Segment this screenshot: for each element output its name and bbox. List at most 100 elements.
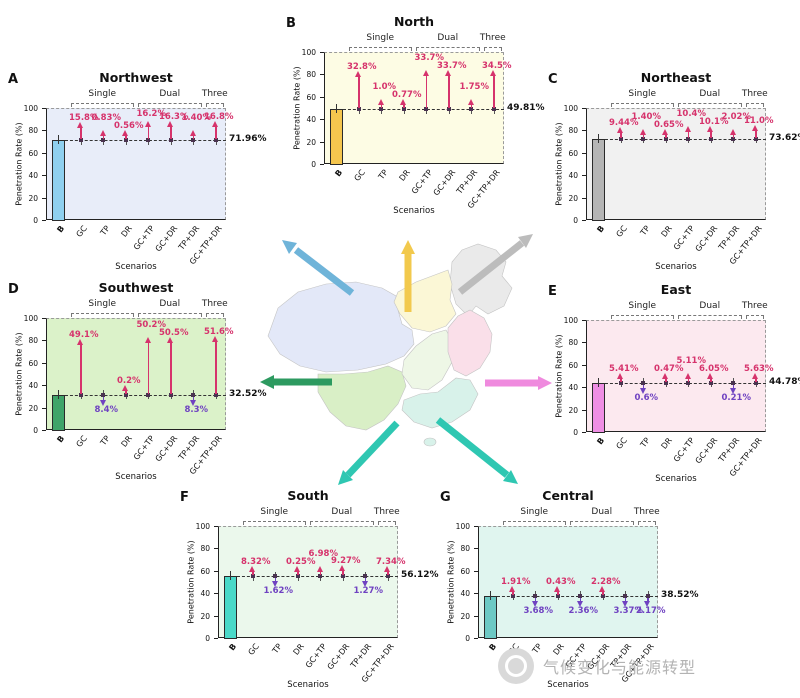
increase-arrowhead <box>684 372 691 379</box>
delta-label: 0.47% <box>654 363 684 374</box>
decrease-arrowhead <box>621 600 628 607</box>
marker-square <box>78 392 83 397</box>
panel-title: North <box>393 14 435 29</box>
increase-arrowhead <box>639 128 646 135</box>
y-tick-mark <box>582 197 586 199</box>
x-tick-label: GC <box>74 224 89 239</box>
increase-arrowhead <box>707 372 714 379</box>
marker-square <box>213 392 218 397</box>
y-tick-mark <box>474 638 478 639</box>
baseline-line <box>236 576 398 578</box>
marker-square <box>168 138 173 143</box>
baseline-line <box>604 382 766 384</box>
y-tick-mark <box>214 548 218 550</box>
delta-label: 5.11% <box>676 355 707 366</box>
scenario-group-label: Three <box>633 507 660 517</box>
marker-square <box>385 574 390 579</box>
increase-arrow <box>687 378 689 382</box>
decrease-arrow <box>192 396 194 401</box>
baseline-line <box>342 109 504 111</box>
y-tick-mark <box>582 152 586 154</box>
panel-title: Central <box>542 488 594 503</box>
scenario-group-label: Single <box>628 89 657 99</box>
increase-arrowhead <box>752 372 759 379</box>
increase-arrowhead <box>122 384 129 391</box>
y-tick-label: 0 <box>33 426 38 435</box>
baseline-bar <box>329 109 343 165</box>
y-tick-label: 0 <box>573 216 578 225</box>
y-tick-mark <box>214 638 218 639</box>
panel-title: East <box>660 282 692 297</box>
x-tick-label: GC+DR <box>153 224 179 254</box>
marker-square <box>555 593 560 598</box>
marker-square <box>731 380 736 385</box>
arrow-to-north <box>401 240 415 312</box>
bar-whisker <box>58 389 60 399</box>
marker-square <box>123 392 128 397</box>
scenario-group-line <box>70 103 134 107</box>
increase-arrow <box>125 136 127 140</box>
decrease-arrowhead <box>189 399 196 406</box>
y-tick-mark <box>582 432 586 433</box>
decrease-arrowhead <box>361 581 368 588</box>
x-tick-label: DR <box>397 168 412 183</box>
delta-label: 0.65% <box>654 119 684 130</box>
panel-title: Northeast <box>640 70 712 85</box>
marker-square <box>401 107 406 112</box>
marker-square <box>101 138 106 143</box>
x-tick-label: TP <box>638 224 652 238</box>
scenario-group-line <box>610 103 674 107</box>
scenario-group-line <box>416 47 480 51</box>
delta-label: 1.75% <box>459 82 490 93</box>
decrease-arrow <box>534 597 536 602</box>
increase-arrowhead <box>99 130 106 137</box>
delta-label: 50.2% <box>136 320 167 331</box>
delta-label: 50.5% <box>159 328 189 339</box>
increase-arrowhead <box>77 338 84 345</box>
scenario-group-line <box>745 315 764 319</box>
x-axis-label: Scenarios <box>393 206 435 216</box>
increase-arrowhead <box>554 585 561 592</box>
marker-square <box>446 107 451 112</box>
y-tick-mark <box>42 385 46 387</box>
marker-square <box>146 138 151 143</box>
y-tick-mark <box>42 407 46 409</box>
marker-square <box>273 574 278 579</box>
marker-square <box>641 136 646 141</box>
delta-label: 6.05% <box>699 363 729 374</box>
marker-square <box>101 392 106 397</box>
map-region-east <box>447 309 493 377</box>
scenario-group-bracket: Three <box>202 89 228 107</box>
delta-label: 51.6% <box>204 326 234 337</box>
x-axis-label: Scenarios <box>655 262 697 272</box>
decrease-arrowhead <box>531 600 538 607</box>
delta-label: 5.63% <box>744 363 774 374</box>
y-tick-label: 40 <box>200 589 210 599</box>
x-tick-label: GC <box>352 168 367 183</box>
marker-square <box>295 574 300 579</box>
marker-square <box>168 392 173 397</box>
y-tick-label: 80 <box>28 126 38 136</box>
x-tick-label: GC <box>614 224 629 239</box>
map-regions <box>267 243 513 447</box>
marker-square <box>708 136 713 141</box>
y-tick-mark <box>582 342 586 344</box>
y-tick-label: 40 <box>568 383 578 393</box>
scenario-group-line <box>205 313 224 317</box>
delta-label: 0.25% <box>286 557 316 568</box>
y-tick-label: 0 <box>205 634 210 643</box>
delta-label: 0.2% <box>116 375 141 386</box>
arrow-to-east <box>485 376 552 390</box>
panel-title: South <box>287 488 329 503</box>
decrease-arrowhead <box>271 581 278 588</box>
y-tick-mark <box>214 570 218 572</box>
increase-arrow <box>319 572 321 576</box>
increase-arrow <box>620 132 622 138</box>
plot-area: 49.1% 8.4% 0.2% 50.2% 50.5% 8.3% 51.6% <box>46 318 234 431</box>
y-tick-mark <box>582 320 586 321</box>
marker-square <box>623 593 628 598</box>
y-tick-mark <box>42 108 46 109</box>
x-tick-label: DR <box>119 434 134 449</box>
x-tick-label: GC <box>74 434 89 449</box>
increase-arrowhead <box>662 372 669 379</box>
